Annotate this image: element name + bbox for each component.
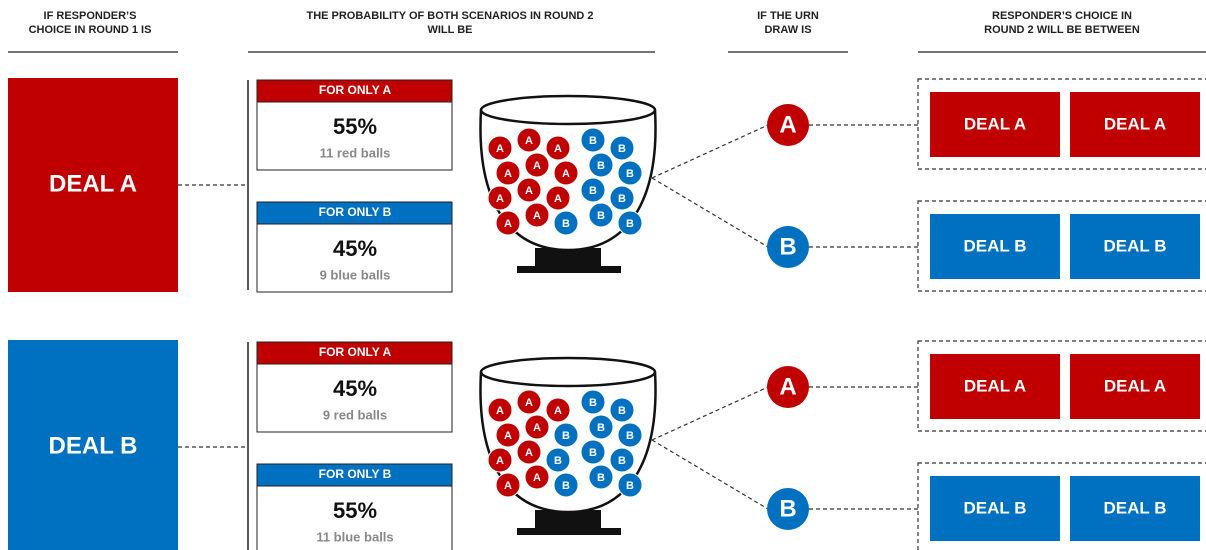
ball-label: A [562, 168, 570, 180]
column-header: IF RESPONDER’S [44, 10, 137, 22]
scenario-balls: 11 blue balls [316, 529, 393, 544]
draw-letter: A [779, 373, 796, 400]
column-header: IF THE URN [757, 10, 819, 22]
ball-label: B [562, 218, 570, 230]
column-header: DRAW IS [764, 24, 811, 36]
scenario-percent: 45% [333, 376, 377, 401]
urn-base [517, 266, 621, 273]
scenario-percent: 55% [333, 114, 377, 139]
draw-connector [652, 387, 768, 440]
ball-label: A [525, 447, 533, 459]
column-header: RESPONDER’S CHOICE IN [992, 10, 1132, 22]
column-header: ROUND 2 WILL BE BETWEEN [984, 24, 1140, 36]
deal-label: DEAL A [964, 376, 1026, 395]
deal-label: DEAL A [1104, 376, 1166, 395]
deal-label: DEAL A [964, 114, 1026, 133]
ball-label: B [597, 472, 605, 484]
draw-connector [652, 125, 768, 178]
column-header: CHOICE IN ROUND 1 IS [29, 24, 152, 36]
ball-label: B [618, 405, 626, 417]
ball-label: A [533, 422, 541, 434]
deal-label: DEAL B [1104, 498, 1167, 517]
column-header: WILL BE [427, 24, 472, 36]
ball-label: A [554, 193, 562, 205]
scenario-balls: 11 red balls [320, 145, 391, 160]
diagram: IF RESPONDER’S CHOICE IN ROUND 1 IS THE PR… [0, 0, 1206, 550]
draw-connector [652, 440, 768, 509]
scenario-label: FOR ONLY A [319, 345, 392, 359]
urn-rim [481, 96, 655, 124]
ball-label: A [554, 405, 562, 417]
ball-label: A [504, 168, 512, 180]
ball-label: A [496, 455, 504, 467]
ball-label: B [597, 210, 605, 222]
column-header: THE PROBABILITY OF BOTH SCENARIOS IN ROU… [306, 10, 593, 22]
ball-label: B [562, 430, 570, 442]
scenario-label: FOR ONLY B [319, 467, 392, 481]
ball-label: A [525, 397, 533, 409]
ball-label: A [533, 210, 541, 222]
ball-label: A [525, 135, 533, 147]
ball-label: A [554, 143, 562, 155]
ball-label: A [496, 143, 504, 155]
scenario-balls: 9 blue balls [320, 267, 391, 282]
ball-label: B [554, 455, 562, 467]
ball-label: B [597, 422, 605, 434]
choice-label: DEAL B [49, 432, 138, 459]
ball-label: B [589, 135, 597, 147]
ball-label: B [618, 193, 626, 205]
choice-label: DEAL A [49, 170, 137, 197]
scenario-percent: 55% [333, 498, 377, 523]
deal-label: DEAL B [964, 236, 1027, 255]
urn-base [517, 528, 621, 535]
ball-label: A [533, 472, 541, 484]
deal-label: DEAL B [964, 498, 1027, 517]
ball-label: B [626, 480, 634, 492]
ball-label: B [626, 168, 634, 180]
ball-label: A [496, 193, 504, 205]
scenario-percent: 45% [333, 236, 377, 261]
ball-label: A [504, 218, 512, 230]
ball-label: B [618, 143, 626, 155]
ball-label: B [618, 455, 626, 467]
ball-label: A [504, 480, 512, 492]
urn-rim [481, 358, 655, 386]
ball-label: B [589, 447, 597, 459]
scenario-balls: 9 red balls [323, 407, 387, 422]
deal-label: DEAL B [1104, 236, 1167, 255]
ball-label: B [597, 160, 605, 172]
draw-letter: B [779, 495, 796, 522]
scenario-label: FOR ONLY A [319, 83, 392, 97]
ball-label: B [626, 218, 634, 230]
draw-connector [652, 178, 768, 247]
ball-label: B [562, 480, 570, 492]
ball-label: B [589, 397, 597, 409]
ball-label: A [525, 185, 533, 197]
draw-letter: B [779, 233, 796, 260]
ball-label: A [504, 430, 512, 442]
ball-label: B [626, 430, 634, 442]
scenario-label: FOR ONLY B [319, 205, 392, 219]
draw-letter: A [779, 111, 796, 138]
deal-label: DEAL A [1104, 114, 1166, 133]
ball-label: A [496, 405, 504, 417]
ball-label: A [533, 160, 541, 172]
ball-label: B [589, 185, 597, 197]
